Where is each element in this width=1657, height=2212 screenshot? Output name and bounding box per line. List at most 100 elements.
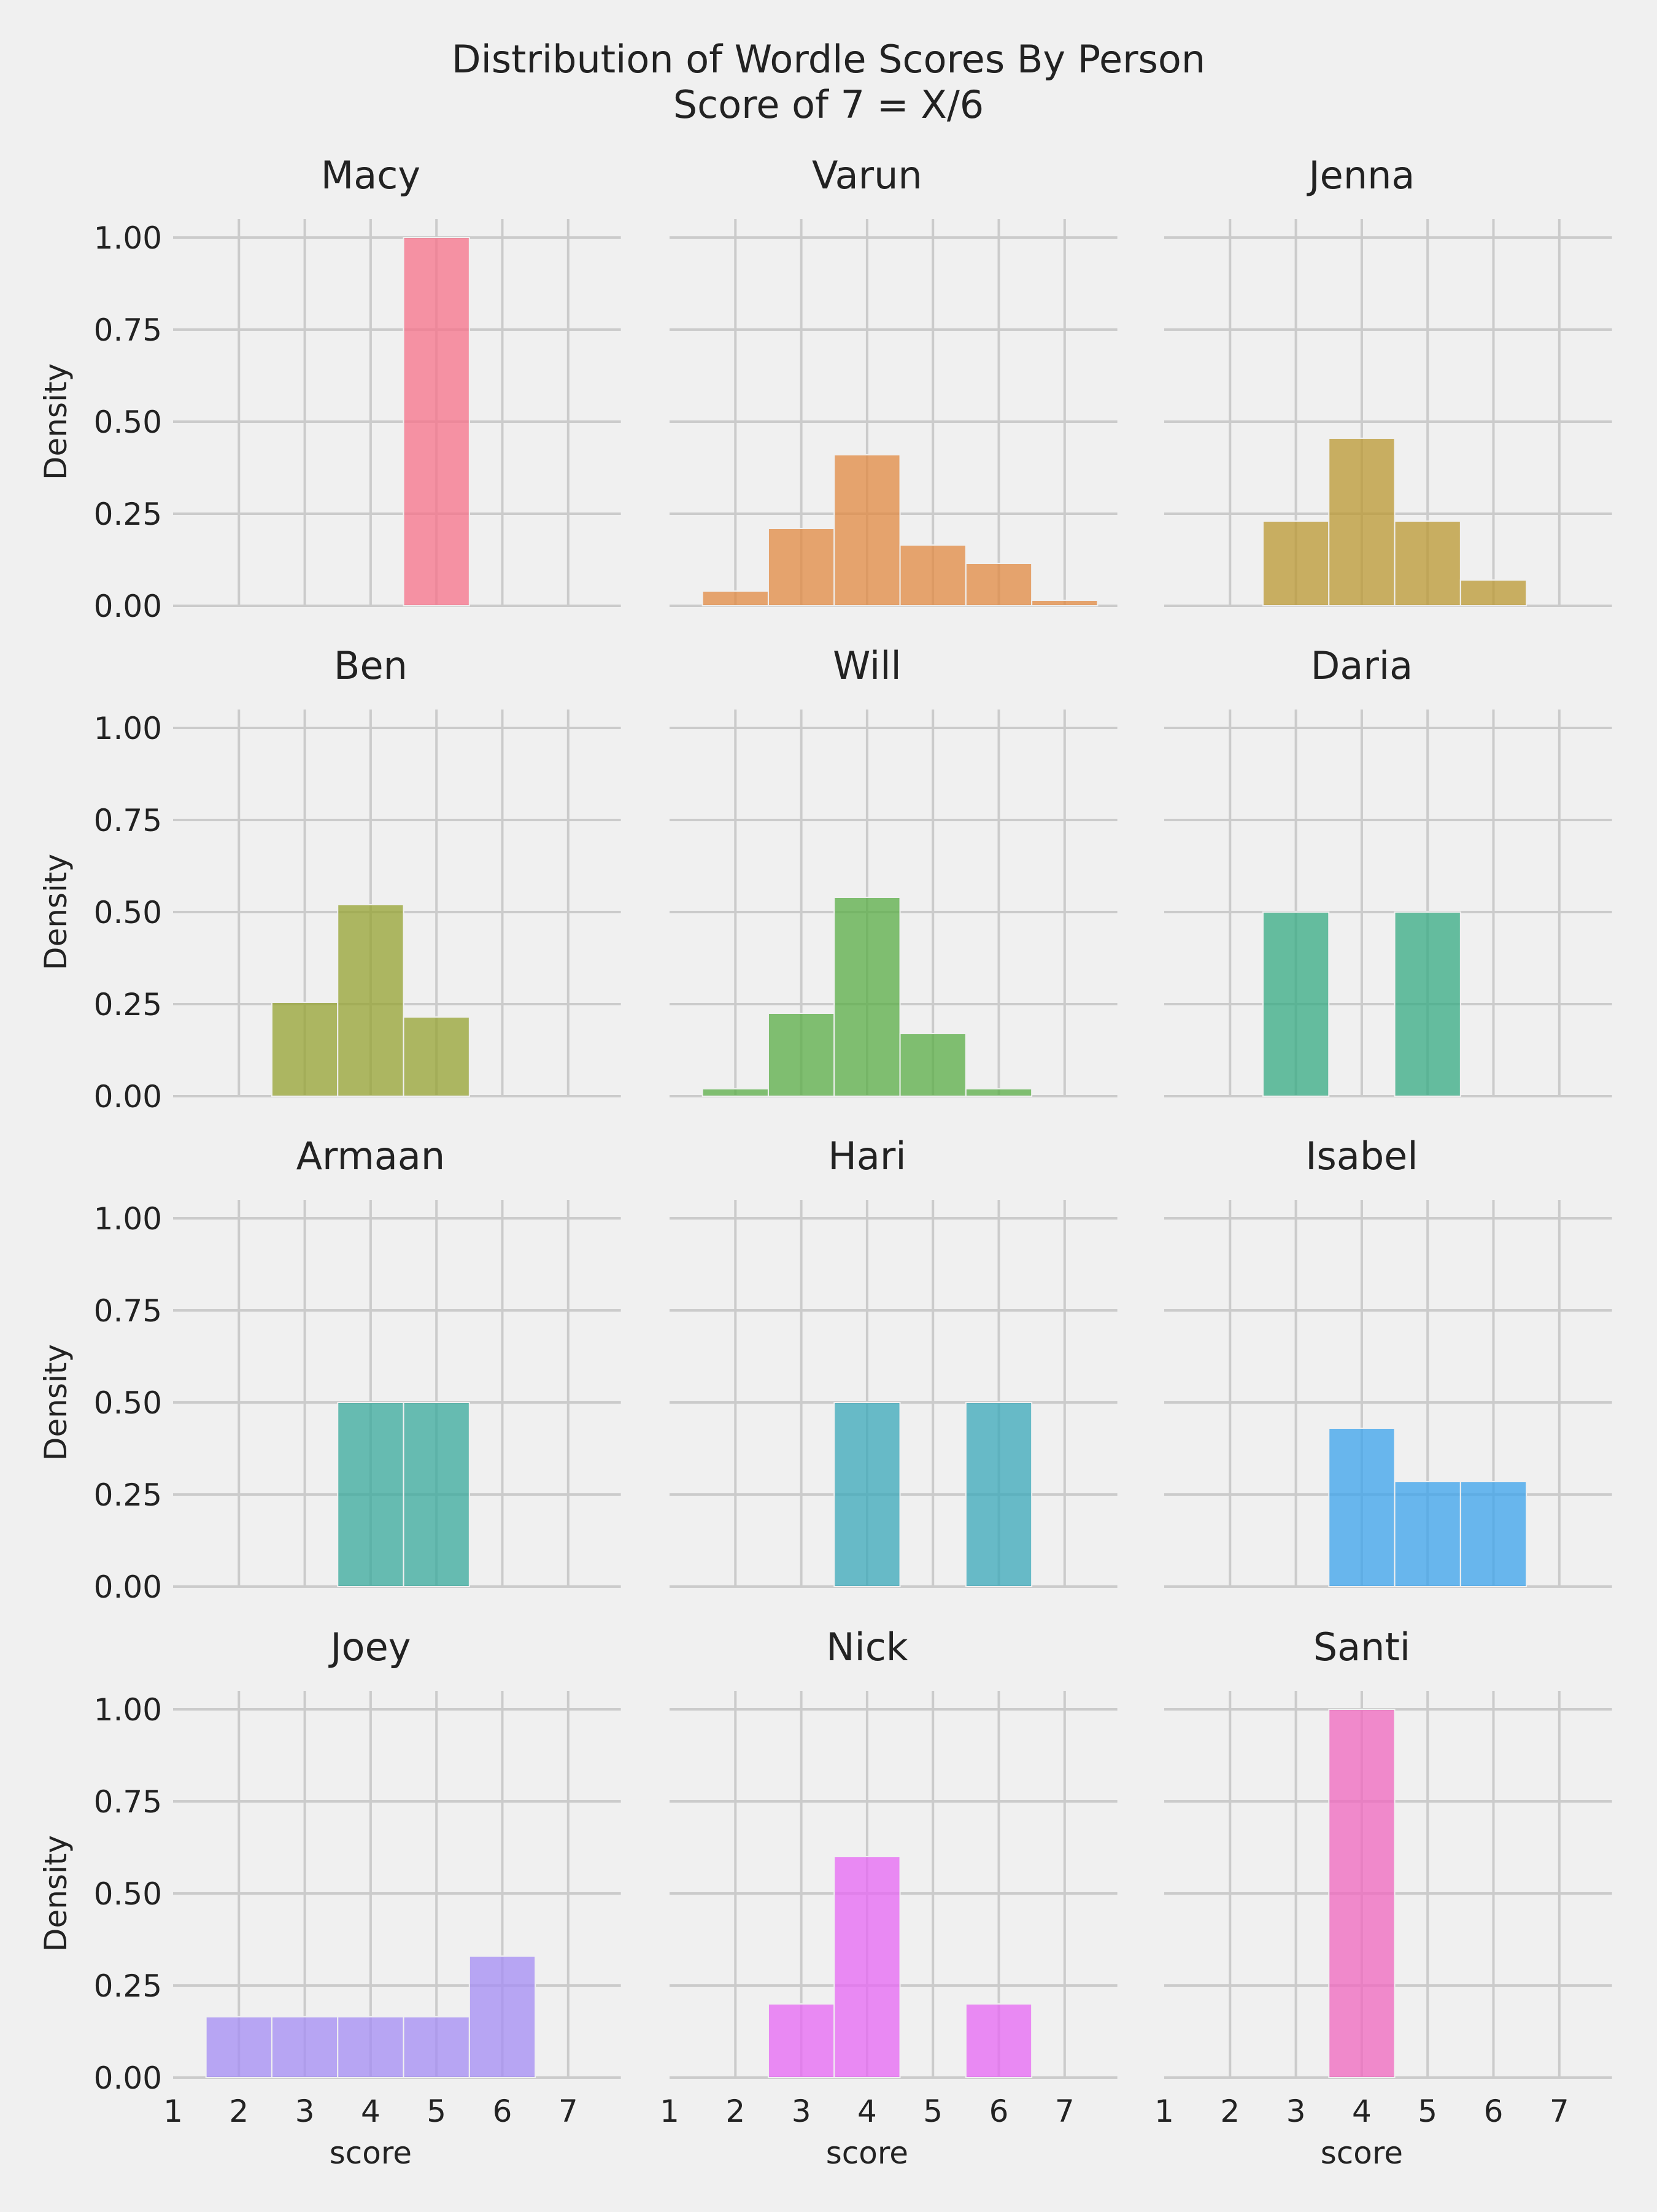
panel-title-daria: Daria <box>1311 643 1413 688</box>
x-tick-label: 7 <box>1055 2094 1075 2129</box>
x-tick-label: 1 <box>1154 2094 1174 2129</box>
panel-title-nick: Nick <box>826 1625 908 1669</box>
y-tick-label: 0.25 <box>94 1968 162 2004</box>
bar-daria-score-5 <box>1394 911 1461 1097</box>
bar-isabel-score-6 <box>1459 1481 1528 1587</box>
y-tick-label: 0.75 <box>94 312 162 348</box>
x-tick-label: 4 <box>857 2094 877 2129</box>
y-tick-label: 1.00 <box>94 1201 162 1237</box>
panel-isabel: Isabel <box>1164 1134 1612 1588</box>
y-tick-label: 0.75 <box>94 1784 162 1820</box>
y-tick-label: 0.00 <box>94 589 162 624</box>
chart-title-line2: Score of 7 = X/6 <box>673 82 984 127</box>
x-axis-label: score <box>826 2135 908 2171</box>
y-axis-label: Density <box>38 1344 74 1461</box>
y-tick-label: 0.50 <box>94 1876 162 1912</box>
chart-title-line1: Distribution of Wordle Scores By Person <box>452 37 1205 82</box>
panel-hari: Hari <box>670 1134 1118 1588</box>
y-tick-label: 0.25 <box>94 497 162 532</box>
x-axis-label: score <box>1321 2135 1403 2171</box>
bar-isabel-score-4 <box>1328 1428 1396 1587</box>
panel-daria: Daria <box>1164 643 1612 1097</box>
x-tick-label: 5 <box>1418 2094 1437 2129</box>
x-tick-label: 6 <box>1484 2094 1504 2129</box>
y-tick-label: 0.00 <box>94 2060 162 2096</box>
bar-joey-score-4 <box>337 2016 404 2078</box>
y-tick-label: 0.25 <box>94 1477 162 1513</box>
bar-ben-score-5 <box>403 1016 470 1097</box>
x-tick-label: 3 <box>295 2094 315 2129</box>
y-tick-label: 1.00 <box>94 711 162 746</box>
panel-title-macy: Macy <box>321 153 420 198</box>
panel-will: Will <box>670 643 1118 1097</box>
bar-hari-score-4 <box>833 1402 901 1587</box>
bar-varun-score-5 <box>899 544 967 606</box>
bar-varun-score-6 <box>965 563 1033 606</box>
panel-nick: Nick 1 2 3 4 5 6 7 score <box>660 1625 1118 2171</box>
x-tick-label: 6 <box>989 2094 1009 2129</box>
panel-title-hari: Hari <box>828 1134 906 1178</box>
bar-hari-score-6 <box>965 1402 1033 1587</box>
bar-nick-score-6 <box>965 2003 1033 2078</box>
bar-joey-score-3 <box>271 2016 339 2078</box>
y-tick-label: 0.75 <box>94 1293 162 1329</box>
panel-title-isabel: Isabel <box>1305 1134 1418 1178</box>
bar-varun-score-3 <box>767 528 835 606</box>
bar-ben-score-4 <box>337 904 404 1097</box>
x-tick-label: 4 <box>361 2094 380 2129</box>
panel-title-jenna: Jenna <box>1306 153 1415 198</box>
bar-varun-score-2 <box>701 590 769 606</box>
panel-ben: Ben 0.00 0.25 0.50 0.75 1.00 Density <box>38 643 621 1115</box>
y-axis-label: Density <box>38 363 74 480</box>
y-tick-label: 0.50 <box>94 895 162 930</box>
x-tick-label: 6 <box>493 2094 512 2129</box>
panel-title-armaan: Armaan <box>296 1134 446 1178</box>
x-tick-label: 7 <box>1550 2094 1569 2129</box>
bar-daria-score-3 <box>1262 911 1330 1097</box>
x-tick-label: 7 <box>558 2094 578 2129</box>
y-tick-label: 1.00 <box>94 1692 162 1728</box>
y-tick-label: 0.50 <box>94 1385 162 1421</box>
bar-will-score-4 <box>833 897 901 1097</box>
x-tick-label: 2 <box>229 2094 249 2129</box>
x-tick-label: 1 <box>660 2094 679 2129</box>
bar-will-score-6 <box>965 1088 1033 1097</box>
bar-isabel-score-5 <box>1394 1481 1461 1587</box>
y-tick-label: 0.00 <box>94 1569 162 1605</box>
bar-armaan-score-5 <box>403 1402 470 1587</box>
bar-santi-score-4 <box>1328 1709 1396 2078</box>
panel-armaan: Armaan 0.00 0.25 0.50 0.75 1.00 Density <box>38 1134 621 1605</box>
bar-jenna-score-6 <box>1459 579 1528 606</box>
facet-panels: Macy 0.00 0.25 0.50 0.75 1.00 Density Varun Jenn… <box>38 153 1612 2171</box>
panel-title-will: Will <box>833 643 902 688</box>
panel-varun: Varun <box>670 153 1118 607</box>
bar-will-score-5 <box>899 1033 967 1097</box>
x-tick-label: 2 <box>725 2094 745 2129</box>
bar-will-score-3 <box>767 1013 835 1097</box>
bar-jenna-score-3 <box>1262 520 1330 606</box>
bar-joey-score-5 <box>403 2016 470 2078</box>
bar-armaan-score-4 <box>337 1402 404 1587</box>
y-tick-label: 1.00 <box>94 220 162 256</box>
panel-title-varun: Varun <box>812 153 922 198</box>
panel-santi: Santi 1 2 3 4 5 6 7 score <box>1154 1625 1612 2171</box>
panel-macy: Macy 0.00 0.25 0.50 0.75 1.00 Density <box>38 153 621 624</box>
bar-ben-score-3 <box>271 1002 339 1097</box>
x-tick-label: 2 <box>1220 2094 1240 2129</box>
bar-varun-score-7 <box>1031 600 1099 606</box>
x-tick-label: 5 <box>923 2094 943 2129</box>
x-tick-label: 3 <box>792 2094 811 2129</box>
y-tick-label: 0.25 <box>94 987 162 1023</box>
bar-varun-score-4 <box>833 454 901 606</box>
bar-nick-score-3 <box>767 2003 835 2078</box>
y-tick-label: 0.00 <box>94 1079 162 1115</box>
bar-nick-score-4 <box>833 1856 901 2078</box>
y-axis-label: Density <box>38 854 74 970</box>
bar-jenna-score-4 <box>1328 438 1396 606</box>
y-tick-label: 0.75 <box>94 803 162 838</box>
panel-title-ben: Ben <box>334 643 407 688</box>
y-axis-label: Density <box>38 1835 74 1952</box>
bar-joey-score-2 <box>205 2016 272 2078</box>
